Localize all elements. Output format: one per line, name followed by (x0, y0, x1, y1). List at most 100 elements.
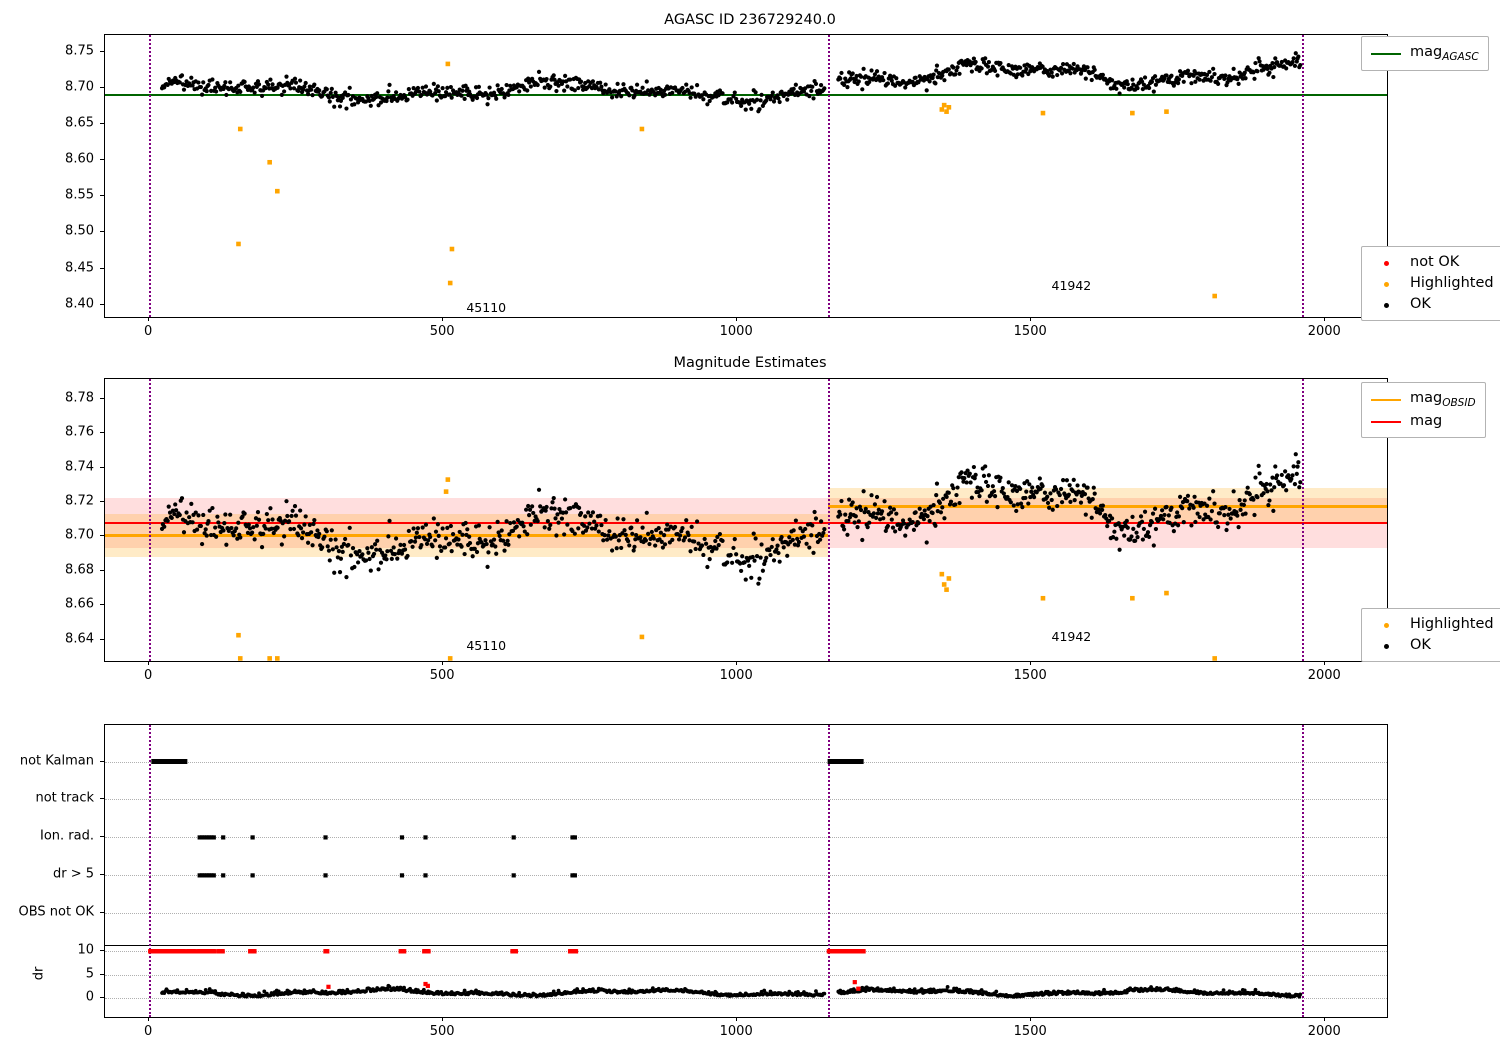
legend-row: Highlighted (1371, 614, 1494, 635)
y-tickmark (100, 912, 104, 914)
legend-label: OK (1410, 637, 1431, 654)
middle-panel-title: Magnitude Estimates (673, 355, 827, 371)
y-tickmark (100, 798, 104, 800)
dr-gridline (105, 951, 1387, 953)
y-tickmark (100, 86, 104, 88)
legend-row: Highlighted (1371, 273, 1494, 294)
legend-line-swatch (1371, 52, 1401, 55)
mag-line (105, 521, 1387, 524)
y-tickmark (100, 466, 104, 468)
y-tick-label: 8.70 (65, 79, 94, 95)
dr-axis-separator (105, 945, 1387, 947)
y-tickmark (100, 604, 104, 606)
y-tick-label: 8.75 (65, 43, 94, 59)
legend-point-classes-top[interactable]: not OK Highlighted OK (1361, 246, 1500, 322)
y-tick-label: 8.65 (65, 115, 94, 131)
y-tickmark (100, 638, 104, 640)
y-tick-label: 8.60 (65, 151, 94, 167)
legend-row: mag (1371, 411, 1476, 432)
y-tick-label: 8.78 (65, 390, 94, 406)
y-tickmark (100, 874, 104, 876)
y-tickmark (100, 303, 104, 305)
y-tickmark (100, 122, 104, 124)
flag-row-label: not track (35, 790, 94, 806)
legend-row: magOBSID (1371, 388, 1476, 411)
obsid-divider-line (1301, 35, 1304, 317)
panel-agasc-magnitude (100, 34, 1388, 321)
x-tickmark (1324, 661, 1326, 665)
x-tick-label: 500 (429, 324, 455, 339)
x-tick-label: 1000 (719, 324, 753, 339)
x-tickmark (148, 661, 150, 665)
y-tickmark (100, 195, 104, 197)
x-tick-label: 0 (143, 1024, 153, 1039)
legend-label: Highlighted (1410, 616, 1494, 632)
legend-mag-lines[interactable]: magOBSID mag (1361, 382, 1486, 439)
obsid-annotation: 41942 (1051, 278, 1092, 294)
y-tick-label: 8.70 (65, 527, 94, 543)
legend-line-swatch (1371, 398, 1401, 401)
legend-label: Highlighted (1410, 275, 1494, 292)
y-tick-label: 8.64 (65, 631, 94, 646)
y-tick-label: 8.55 (65, 187, 94, 203)
x-tick-label: 500 (429, 1024, 455, 1039)
flag-row-label: OBS not OK (18, 904, 95, 920)
x-tickmark (736, 1017, 738, 1021)
legend-mag-agasc[interactable]: magAGASC (1361, 36, 1489, 72)
middle-axes (104, 378, 1388, 662)
y-tick-label: 8.45 (65, 260, 94, 276)
flag-row-gridline (105, 837, 1387, 839)
x-tick-label: 2000 (1307, 668, 1341, 683)
legend-point-classes-middle[interactable]: Highlighted OK (1361, 608, 1500, 663)
legend-label: magAGASC (1410, 44, 1479, 63)
legend-label: magOBSID (1410, 390, 1476, 409)
obsid-divider-line (1301, 725, 1304, 1017)
y-tick-label: 8.74 (65, 459, 94, 475)
x-tick-label: 1500 (1013, 324, 1047, 339)
obsid-divider-line (828, 379, 831, 661)
dr-gridline (105, 998, 1387, 1000)
obsid-annotation: 45110 (466, 637, 507, 653)
top-axes (104, 34, 1388, 318)
x-tickmark (1030, 661, 1032, 665)
x-tick-label: 0 (143, 668, 153, 683)
dr-gridline (105, 974, 1387, 976)
y-tickmark (100, 432, 104, 434)
x-tick-label: 1000 (719, 668, 753, 683)
x-tickmark (1030, 317, 1032, 321)
x-tickmark (148, 317, 150, 321)
y-tick-label: 8.76 (65, 424, 94, 440)
obsid-divider-line (149, 725, 152, 1017)
legend-row: not OK (1371, 252, 1494, 273)
dr-axis-label: dr (31, 966, 47, 980)
flag-row-label: Ion. rad. (40, 828, 94, 844)
obsid-annotation: 41942 (1051, 629, 1092, 645)
middle-scatter-layer (159, 452, 1303, 661)
y-tickmark (100, 973, 104, 975)
flag-row-gridline (105, 799, 1387, 801)
x-tick-label: 1000 (719, 1024, 753, 1039)
obsid-divider-line (149, 379, 152, 661)
obsid-annotation: 45110 (466, 300, 507, 316)
x-tickmark (736, 317, 738, 321)
y-tickmark (100, 569, 104, 571)
y-tickmark (100, 159, 104, 161)
legend-label: OK (1410, 296, 1431, 313)
y-tick-label: 8.66 (65, 596, 94, 612)
y-tickmark (100, 500, 104, 502)
x-tick-label: 2000 (1307, 324, 1341, 339)
x-tick-label: 1500 (1013, 668, 1047, 683)
flag-row-label: not Kalman (19, 753, 94, 768)
dr-tick-label: 5 (85, 966, 94, 982)
panel-magnitude-estimates (100, 378, 1388, 665)
legend-label: mag (1410, 413, 1443, 430)
obsid-divider-line (149, 35, 152, 317)
y-tick-label: 8.72 (65, 493, 94, 509)
obsid-divider-line (828, 35, 831, 317)
obsid-divider-line (828, 725, 831, 1017)
y-tickmark (100, 535, 104, 537)
legend-dot-swatch (1371, 614, 1401, 634)
y-tickmark (100, 231, 104, 233)
flag-row-gridline (105, 875, 1387, 877)
